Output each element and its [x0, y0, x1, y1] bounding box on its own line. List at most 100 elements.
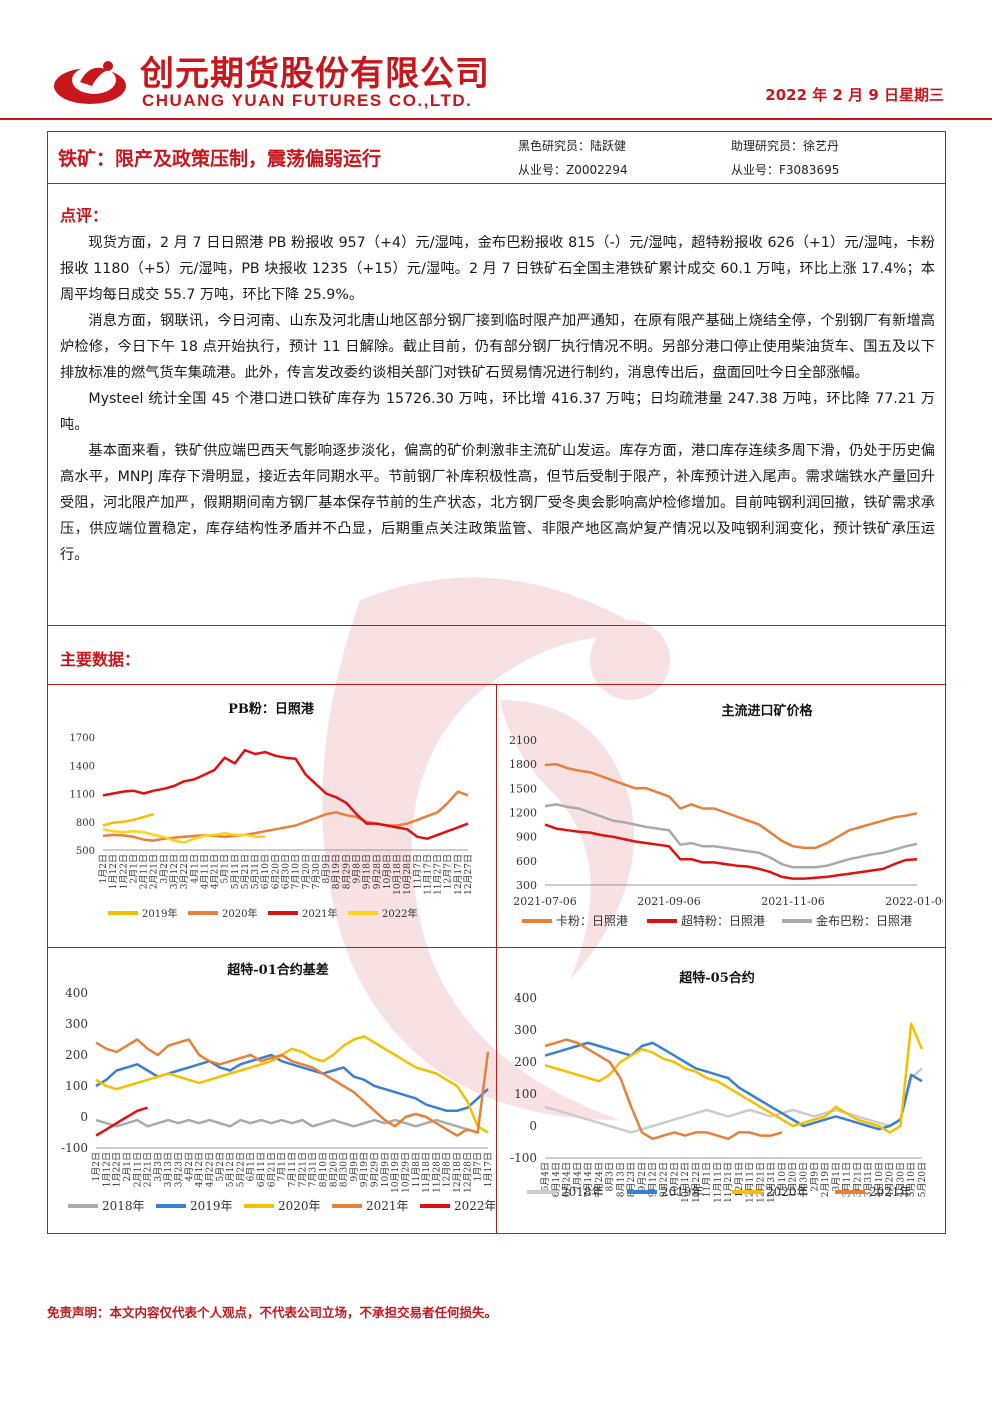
y-tick-label: 400	[65, 986, 88, 1000]
x-tick-label: 8月13日	[615, 1162, 626, 1197]
y-tick-label: 100	[514, 1087, 537, 1101]
legend-label: 2020年	[766, 1185, 809, 1199]
series-line	[544, 1038, 783, 1141]
x-tick-label: 11月11日	[712, 1162, 723, 1203]
y-tick-label: 1800	[509, 758, 537, 771]
x-tick-label: 6月11日	[256, 1152, 267, 1187]
legend-label: 2021年	[302, 907, 337, 920]
x-tick-label: 12月1日	[734, 1162, 745, 1197]
x-tick-label: 6月4日	[540, 1162, 551, 1191]
legend-label: 2019年	[190, 1199, 233, 1213]
chart-title: 主流进口矿价格	[721, 703, 813, 719]
x-tick-label: 12月8日	[442, 1152, 453, 1187]
x-tick-label: 7月1日	[277, 1152, 288, 1181]
x-tick-label: 3月22日	[179, 854, 190, 889]
x-tick-label: 11月1日	[702, 1162, 713, 1197]
x-tick-label: 1月12日	[108, 854, 119, 889]
y-tick-label: 300	[516, 879, 537, 892]
legend-label: 2019年	[661, 1185, 704, 1199]
x-tick-label: 11月7日	[412, 854, 423, 889]
series-line	[544, 823, 918, 880]
legend-label: 2019年	[142, 907, 177, 920]
series-line	[102, 828, 266, 844]
comment-paragraph: 现货方面，2 月 7 日日照港 PB 粉报收 957（+4）元/湿吨，金布巴粉报…	[60, 235, 935, 303]
x-tick-label: 3月12日	[169, 854, 180, 889]
x-tick-label: 4月1日	[189, 854, 200, 883]
series-line	[544, 803, 918, 869]
y-tick-label: 1700	[70, 733, 95, 744]
x-tick-label: 5月1日	[220, 854, 231, 883]
y-tick-label: 0	[80, 1110, 88, 1124]
x-tick-label: 11月17日	[422, 854, 433, 895]
x-tick-label: 7月24日	[594, 1162, 605, 1197]
x-tick-label: 4月2日	[184, 1152, 195, 1181]
legend-label: 超特粉：日照港	[681, 913, 765, 928]
y-tick-label: -100	[510, 1151, 537, 1165]
series-line	[102, 790, 469, 842]
series-line	[95, 1053, 489, 1113]
series-line	[102, 812, 155, 827]
y-tick-label: 200	[514, 1055, 537, 1069]
x-tick-label: 6月10日	[260, 854, 271, 889]
y-tick-label: 600	[516, 855, 537, 868]
x-tick-label: 7月30日	[311, 854, 322, 889]
x-tick-label: 2月19日	[820, 1162, 831, 1197]
x-tick-label: 10月12日	[680, 1162, 691, 1203]
chart-import-ore-prices: 主流进口矿价格 2100 1800 1500 1200 900 600 300 2021-07-…	[497, 685, 949, 947]
comment-paragraph: Mysteel 统计全国 45 个港口进口铁矿库存为 15726.30 万吨，环…	[60, 391, 935, 433]
chart-import-ore-prices-svg: 主流进口矿价格 2100 1800 1500 1200 900 600 300 2021-07-…	[509, 703, 949, 928]
x-tick-label: 9月9日	[349, 1152, 360, 1181]
comment-paragraph: 消息方面，钢联讯，今日河南、山东及河北唐山地区部分钢厂接到临时限产加严通知，在原…	[60, 313, 935, 381]
x-tick-label: 5月21日	[240, 854, 251, 889]
title-row: 铁矿：限产及政策压制，震荡偏弱运行 黑色研究员：陆跃健 从业号：Z0002294…	[48, 132, 945, 184]
series-line	[544, 1067, 923, 1134]
x-tick-label: 10月19日	[390, 1152, 401, 1193]
chart-title: 超特-01合约基差	[227, 962, 329, 978]
y-tick-label: 500	[76, 846, 95, 857]
legend-label: 2021年	[869, 1185, 912, 1199]
comment-body: 现货方面，2 月 7 日日照港 PB 粉报收 957（+4）元/湿吨，金布巴粉报…	[60, 230, 935, 568]
x-tick-label: 1月20日	[788, 1162, 799, 1197]
series-line	[95, 1118, 479, 1134]
x-tick-label: 8月20日	[328, 1152, 339, 1187]
company-logo	[54, 61, 126, 104]
report-date: 2022 年 2 月 9 日星期三	[765, 86, 944, 104]
report-title: 铁矿：限产及政策压制，震荡偏弱运行	[58, 148, 382, 170]
y-tick-label: 1200	[509, 807, 537, 820]
x-tick-label: 1月2日	[91, 1152, 102, 1181]
x-tick-label: 4月21日	[210, 854, 221, 889]
x-tick-label: 4月22日	[204, 1152, 215, 1187]
x-tick-label: 8月29日	[341, 854, 352, 889]
x-tick-label: 5月11日	[230, 854, 241, 889]
x-tick-label: 6月14日	[551, 1162, 562, 1197]
x-tick-label: 11月21日	[723, 1162, 734, 1203]
x-tick-label: 2021-07-06	[513, 895, 576, 908]
x-tick-label: 1月10日	[777, 1162, 788, 1197]
x-tick-label: 11月27日	[433, 854, 444, 895]
main-data-label: 主要数据：	[60, 650, 141, 669]
x-tick-label: 4月20日	[885, 1162, 896, 1197]
chart-basis-01: 超特-01合约基差 400 300 200 100 0 -100 1月2日 1月12日 1月22日…	[48, 948, 497, 1231]
analyst-2-id: 从业号：F3083695	[731, 163, 840, 177]
x-tick-label: 8月23日	[626, 1162, 637, 1197]
x-tick-label: 8月30日	[339, 1152, 350, 1187]
x-tick-label: 12月11日	[745, 1162, 756, 1203]
chart-title: 超特-05合约	[679, 970, 755, 986]
y-tick-label: 300	[514, 1023, 537, 1037]
x-tick-label: 7月31日	[308, 1152, 319, 1187]
y-tick-label: 1400	[70, 761, 95, 772]
x-tick-label: 3月11日	[842, 1162, 853, 1197]
x-tick-label: 1月12日	[101, 1152, 112, 1187]
comment-label: 点评：	[60, 206, 109, 225]
x-tick-label: 1月22日	[112, 1152, 123, 1187]
x-tick-label: 9月29日	[370, 1152, 381, 1187]
x-tick-label: 10月28日	[402, 854, 413, 895]
y-tick-label: 1100	[70, 790, 95, 801]
x-tick-label: 10月18日	[392, 854, 403, 895]
y-tick-label: 1500	[509, 782, 537, 795]
analyst-1-name: 黑色研究员：陆跃健	[518, 139, 627, 153]
x-tick-label: 4月11日	[199, 854, 210, 889]
